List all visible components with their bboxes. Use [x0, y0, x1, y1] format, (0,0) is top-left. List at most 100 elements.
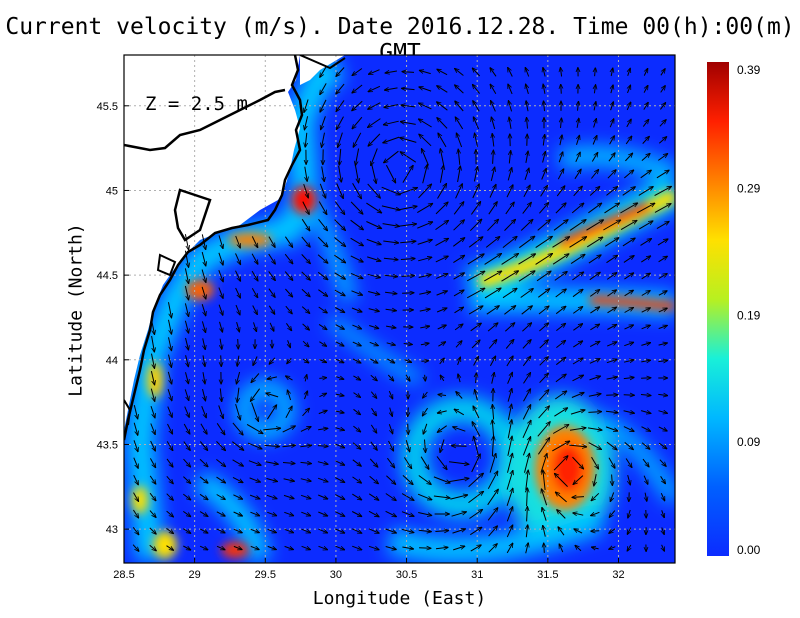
- velocity-arrow: [317, 462, 328, 465]
- velocity-arrow: [317, 446, 328, 447]
- velocity-arrow: [470, 545, 481, 552]
- velocity-arrow: [440, 439, 445, 453]
- velocity-arrow: [527, 117, 528, 129]
- y-tick-label: 44: [106, 355, 118, 367]
- velocity-arrow: [151, 353, 155, 369]
- velocity-arrow: [368, 118, 381, 128]
- velocity-arrow: [641, 426, 651, 432]
- velocity-arrow: [606, 359, 617, 364]
- velocity-arrow: [422, 407, 429, 416]
- velocity-arrow: [318, 528, 327, 533]
- velocity-arrow: [334, 237, 345, 247]
- velocity-arrow: [302, 408, 310, 417]
- velocity-arrow: [560, 135, 562, 146]
- velocity-arrow: [352, 442, 361, 449]
- velocity-arrow: [383, 120, 399, 125]
- velocity-arrow: [266, 478, 278, 482]
- velocity-arrow: [302, 201, 309, 215]
- x-axis-ticks: 28.5 29 29.5 30 30.5 31 31.5 32: [113, 558, 625, 581]
- velocity-arrow: [658, 411, 668, 414]
- velocity-arrow: [367, 273, 381, 277]
- velocity-arrow: [609, 136, 615, 145]
- velocity-arrow: [455, 101, 464, 112]
- velocity-arrow: [641, 325, 651, 330]
- velocity-arrow: [658, 426, 667, 431]
- velocity-arrow: [300, 494, 311, 498]
- velocity-arrow: [268, 288, 275, 298]
- velocity-arrow: [201, 269, 206, 283]
- velocity-arrow: [604, 238, 619, 247]
- velocity-arrow: [251, 270, 258, 281]
- velocity-arrow: [553, 456, 568, 471]
- grid-lines: [124, 55, 675, 563]
- velocity-arrow: [350, 219, 364, 230]
- velocity-arrow: [336, 67, 345, 77]
- velocity-arrow: [381, 205, 400, 210]
- velocity-arrow: [606, 187, 618, 196]
- velocity-arrow: [661, 492, 664, 501]
- velocity-arrow: [166, 510, 174, 517]
- velocity-arrow: [233, 494, 242, 499]
- velocity-arrow: [318, 428, 328, 429]
- velocity-arrow: [286, 376, 293, 381]
- velocity-arrow: [384, 104, 399, 108]
- velocity-arrow: [266, 494, 277, 498]
- velocity-arrow: [605, 411, 618, 412]
- velocity-arrow: [335, 477, 344, 483]
- velocity-arrow: [624, 342, 633, 347]
- velocity-arrow: [168, 337, 172, 350]
- velocity-arrow: [420, 326, 429, 328]
- velocity-arrow: [233, 528, 242, 533]
- velocity-arrow: [535, 236, 553, 249]
- velocity-arrow: [504, 306, 515, 315]
- velocity-arrow: [607, 325, 616, 330]
- velocity-arrow: [322, 132, 325, 148]
- velocity-arrow: [199, 511, 208, 517]
- velocity-arrow: [572, 272, 583, 281]
- velocity-arrow: [539, 203, 548, 214]
- velocity-arrow: [184, 303, 188, 316]
- velocity-arrow: [369, 341, 379, 345]
- velocity-arrow: [438, 395, 447, 396]
- velocity-arrow: [284, 253, 293, 264]
- velocity-arrow: [476, 373, 477, 384]
- velocity-arrow: [370, 374, 377, 380]
- velocity-arrow: [556, 340, 565, 348]
- velocity-arrow: [640, 239, 652, 246]
- velocity-arrow: [366, 202, 381, 213]
- velocity-arrow: [235, 287, 241, 298]
- velocity-arrow: [251, 402, 259, 422]
- velocity-arrow: [641, 343, 650, 346]
- velocity-arrow: [539, 373, 549, 384]
- velocity-arrow: [537, 422, 550, 437]
- colorbar-tick-label: 0.29: [737, 182, 761, 196]
- velocity-arrow: [505, 202, 514, 215]
- velocity-arrow: [504, 219, 516, 231]
- velocity-arrow: [660, 86, 666, 93]
- velocity-arrow: [473, 406, 480, 419]
- velocity-arrow: [473, 357, 479, 366]
- velocity-arrow: [184, 250, 188, 268]
- velocity-arrow: [132, 544, 139, 552]
- velocity-arrow: [383, 136, 400, 143]
- velocity-arrow: [265, 462, 279, 464]
- velocity-arrow: [435, 220, 449, 231]
- velocity-arrow: [590, 324, 599, 331]
- velocity-arrow: [527, 488, 528, 507]
- velocity-arrow: [418, 530, 432, 531]
- colorbar-tick-label: 0.19: [737, 308, 761, 322]
- velocity-arrow: [251, 236, 257, 247]
- velocity-arrow: [133, 474, 139, 485]
- velocity-arrow: [521, 306, 533, 315]
- velocity-arrow: [402, 293, 414, 294]
- velocity-arrow: [453, 255, 464, 264]
- velocity-arrow: [231, 441, 243, 451]
- velocity-arrow: [319, 393, 326, 396]
- velocity-arrow: [489, 356, 495, 367]
- velocity-arrow: [626, 102, 631, 111]
- velocity-arrow: [623, 170, 633, 179]
- velocity-arrow: [268, 253, 276, 264]
- velocity-arrow: [266, 405, 276, 420]
- velocity-arrow: [662, 527, 664, 535]
- velocity-arrow: [656, 221, 669, 230]
